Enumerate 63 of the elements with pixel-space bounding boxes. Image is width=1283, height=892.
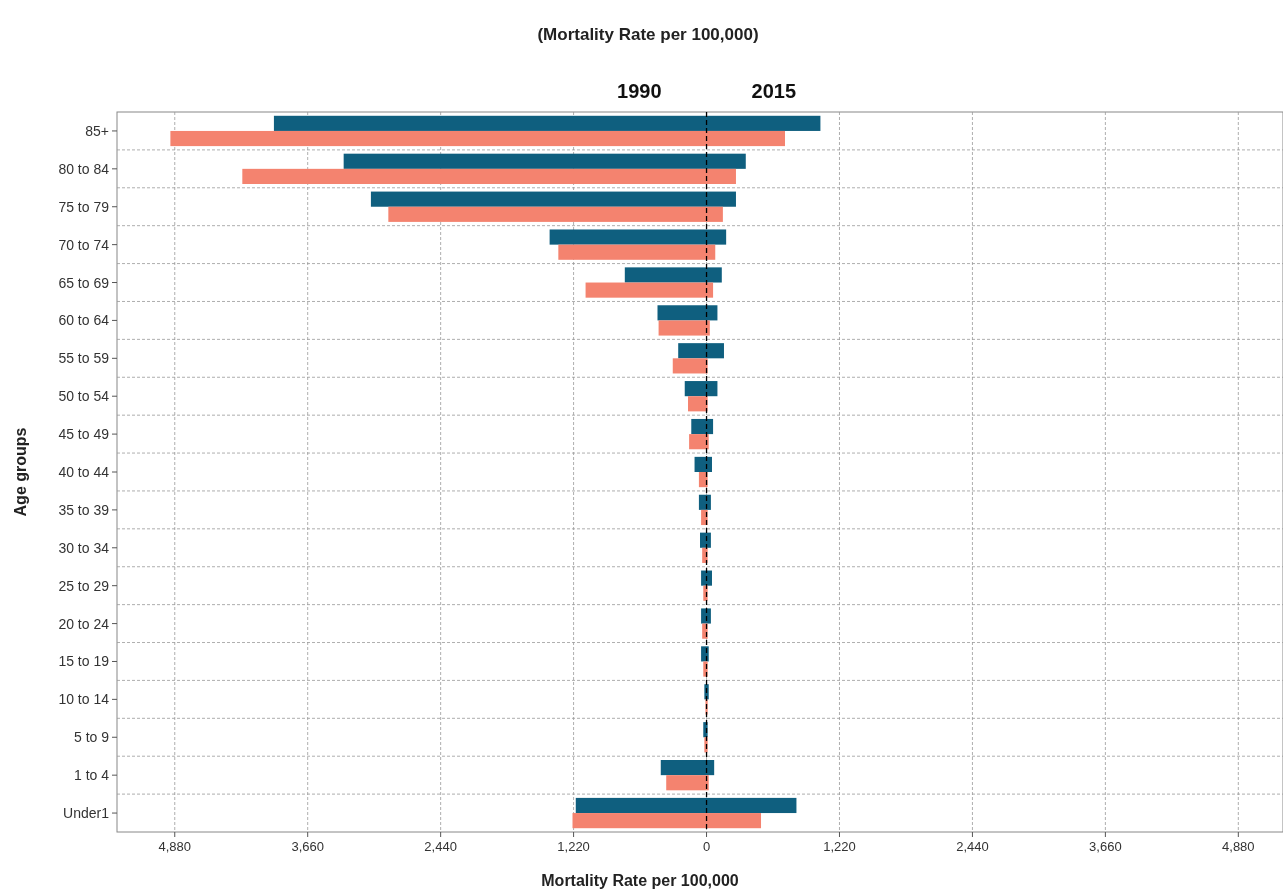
y-tick-label: 55 to 59 [58,350,110,367]
bar [585,282,714,298]
y-tick-label: 15 to 19 [58,653,110,670]
y-tick-label: 10 to 14 [58,691,110,708]
y-tick-label: 40 to 44 [58,464,110,480]
y-tick-label: 30 to 34 [58,539,110,556]
bar [657,305,718,321]
x-axis-title: Mortality Rate per 100,000 [541,872,739,889]
text: 1990 [617,80,662,102]
bar [273,115,821,131]
bar [242,168,736,184]
bar [558,244,716,260]
bar [343,153,746,169]
x-tick-label: 3,660 [1089,839,1122,854]
bar [689,434,709,450]
y-tick-label: 60 to 64 [58,312,110,329]
bar [694,456,712,472]
bar [170,130,785,147]
bar [701,570,712,586]
bar [691,418,714,435]
y-tick-label: 70 to 74 [58,236,110,253]
y-tick-label: 50 to 54 [58,388,110,405]
chart-title: (Mortality Rate per 100,000) [537,25,759,44]
bar [660,760,715,776]
bar [370,191,736,207]
bar [698,472,708,488]
x-tick-label: 1,220 [823,839,856,854]
y-tick-label: 75 to 79 [58,198,110,215]
y-tick-label: 80 to 84 [58,160,110,177]
text: 2015 [751,80,797,102]
bar [388,206,723,222]
y-tick-label: 25 to 29 [58,577,110,594]
bar [672,358,708,374]
x-tick-label: 0 [702,839,711,854]
bar [572,813,762,829]
y-tick-label: 1 to 4 [73,767,110,784]
y-tick-label: 35 to 39 [58,501,110,518]
bar [658,320,710,336]
x-tick-label: 2,440 [956,839,989,854]
bar [688,396,708,412]
x-tick-label: 4,880 [158,839,192,854]
bar [678,343,724,359]
y-tick-label: 45 to 49 [58,426,110,443]
bar [698,494,711,510]
y-tick-label: 65 to 69 [58,274,110,291]
bar [701,646,709,662]
bar [684,381,718,397]
bar [624,267,722,283]
y-tick-label: Under1 [63,805,110,822]
y-tick-label: 20 to 24 [58,615,110,632]
y-axis-title: Age groups [12,427,29,517]
bar [575,797,797,814]
bar [549,229,727,245]
bar [700,532,711,548]
bar [666,775,709,791]
y-tick-label: 5 to 9 [73,729,110,746]
y-tick-label: 85+ [85,122,109,139]
x-tick-label: 1,220 [557,839,590,854]
bar [701,608,711,624]
bar [701,509,708,526]
x-tick-label: 3,660 [291,839,324,854]
x-tick-label: 4,880 [1222,839,1255,854]
x-tick-label: 2,440 [424,839,457,854]
